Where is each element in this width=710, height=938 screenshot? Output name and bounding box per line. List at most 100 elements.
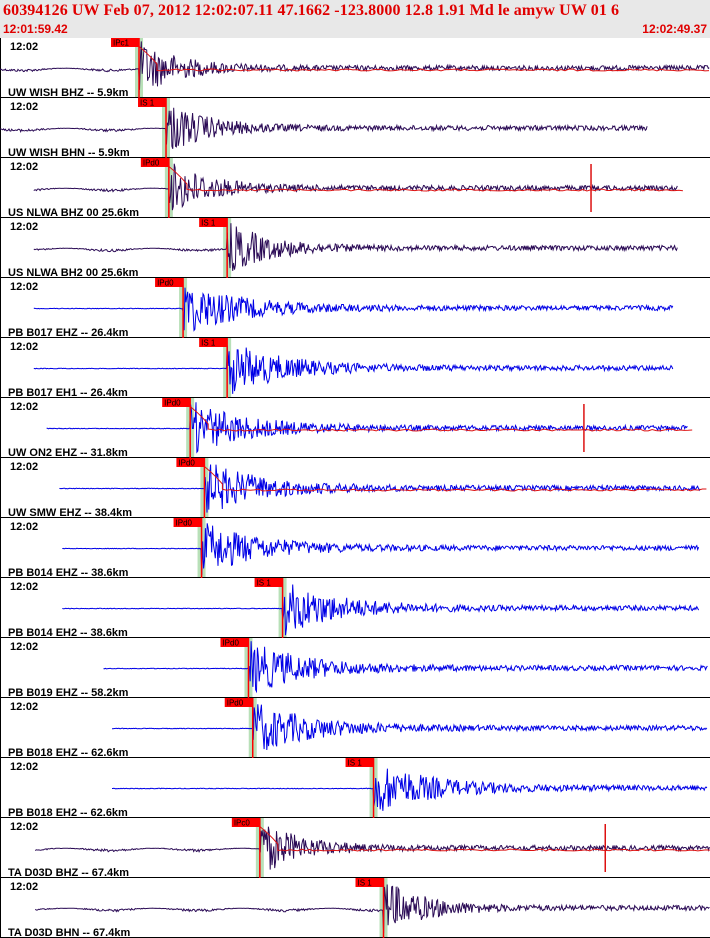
trace-panel: IPc1 12:02 UW WISH BHZ -- 5.9km [0, 38, 710, 99]
trace-panel: IPd0 12:02 US NLWA BHZ 00 25.6km [0, 158, 710, 219]
pick-label: IS 1 [201, 219, 216, 228]
window-start-time: 12:01:59.42 [3, 22, 68, 36]
station-label: UW WISH BHZ -- 5.9km [8, 87, 129, 99]
pick-box [254, 578, 283, 587]
waveform-trace [0, 107, 648, 149]
panel-time-label: 12:02 [10, 341, 38, 353]
pick-label: IPd0 [222, 639, 239, 648]
station-label: UW WISH BHN -- 5.9km [8, 147, 130, 159]
panel-time-label: 12:02 [10, 521, 38, 533]
station-label: US NLWA BH2 00 25.6km [8, 267, 139, 279]
trace-panel: IPd0 12:02 PB B019 EHZ -- 58.2km [0, 638, 710, 699]
station-label: PB B018 EHZ -- 62.6km [8, 747, 129, 759]
waveform-trace [33, 163, 678, 211]
panel-time-label: 12:02 [10, 101, 38, 113]
synthetic-trace [253, 821, 710, 852]
waveform-trace [59, 464, 701, 513]
waveform-trace [33, 287, 674, 332]
pick-box [199, 218, 228, 227]
panel-time-label: 12:02 [10, 401, 38, 413]
trace-panel: IPd0 12:02 PB B014 EHZ -- 38.6km [0, 518, 710, 579]
pick-label: IPd0 [176, 519, 193, 528]
station-label: PB B014 EH2 -- 38.6km [8, 627, 128, 639]
waveform-trace [62, 584, 700, 636]
waveform-trace [34, 884, 710, 934]
trace-panel: IPc0 12:02 TA D03D BHZ -- 67.4km [0, 818, 710, 879]
panel-time-label: 12:02 [10, 581, 38, 593]
station-label: PB B017 EHZ -- 26.4km [8, 327, 129, 339]
panel-time-label: 12:02 [10, 821, 38, 833]
pick-box [345, 758, 374, 767]
panel-time-label: 12:02 [10, 41, 38, 53]
trace-panel: IS 1 12:02 PB B017 EH1 -- 26.4km [0, 338, 710, 399]
trace-panel: IS 1 12:02 TA D03D BHN -- 67.4km [0, 878, 710, 938]
pick-box [199, 338, 228, 347]
waveform-trace [103, 641, 708, 694]
waveform-trace [112, 768, 708, 811]
station-label: UW ON2 EHZ -- 31.8km [8, 447, 128, 459]
panel-time-label: 12:02 [10, 881, 38, 893]
pick-label: IS 1 [348, 759, 363, 768]
pick-label: IPd0 [143, 159, 160, 168]
waveform-trace [46, 402, 688, 454]
trace-panel: IS 1 12:02 PB B014 EH2 -- 38.6km [0, 578, 710, 639]
station-label: PB B019 EHZ -- 58.2km [8, 687, 129, 699]
waveform-trace [0, 41, 710, 90]
panel-time-label: 12:02 [10, 221, 38, 233]
synthetic-trace [162, 161, 683, 192]
window-end-time: 12:02:49.37 [642, 22, 707, 36]
panel-time-label: 12:02 [10, 461, 38, 473]
pick-label: IPc0 [234, 819, 251, 828]
station-label: US NLWA BHZ 00 25.6km [8, 207, 139, 219]
pick-box [220, 638, 249, 647]
trace-panel: IPd0 12:02 PB B018 EHZ -- 62.6km [0, 698, 710, 759]
pick-box [155, 278, 184, 287]
station-label: UW SMW EHZ -- 38.4km [8, 507, 132, 519]
panel-time-label: 12:02 [10, 761, 38, 773]
trace-panel: IPd0 12:02 UW SMW EHZ -- 38.4km [0, 458, 710, 519]
pick-label: IS 1 [201, 339, 216, 348]
station-label: PB B014 EHZ -- 38.6km [8, 567, 129, 579]
pick-box [138, 98, 167, 107]
station-label: TA D03D BHN -- 67.4km [8, 927, 130, 938]
pick-box [140, 158, 169, 167]
event-header: 60394126 UW Feb 07, 2012 12:02:07.11 47.… [0, 0, 710, 38]
pick-box [176, 458, 205, 467]
waveform-trace [62, 523, 700, 576]
synthetic-trace [198, 461, 707, 492]
pick-box [162, 398, 191, 407]
panel-time-label: 12:02 [10, 701, 38, 713]
synthetic-trace [183, 401, 693, 432]
pick-label: IPc1 [113, 39, 130, 48]
pick-box [173, 518, 202, 527]
pick-box [231, 818, 260, 827]
waveform-trace [34, 826, 710, 870]
pick-box [355, 878, 384, 887]
pick-label: IS 1 [257, 579, 272, 588]
pick-box [111, 38, 140, 47]
waveform-trace [33, 223, 678, 271]
pick-label: IPd0 [227, 699, 244, 708]
event-title: 60394126 UW Feb 07, 2012 12:02:07.11 47.… [3, 2, 620, 19]
station-label: TA D03D BHZ -- 67.4km [8, 867, 129, 879]
seismogram-plot: IPc1 12:02 UW WISH BHZ -- 5.9km IS 1 12:02 UW… [0, 38, 710, 938]
trace-panel: IS 1 12:02 PB B018 EH2 -- 62.6km [0, 758, 710, 819]
trace-panel: IS 1 12:02 US NLWA BH2 00 25.6km [0, 218, 710, 279]
trace-panel: IS 1 12:02 UW WISH BHN -- 5.9km [0, 98, 710, 159]
waveform-trace [112, 704, 708, 751]
panel-time-label: 12:02 [10, 281, 38, 293]
panel-time-label: 12:02 [10, 161, 38, 173]
pick-label: IS 1 [140, 99, 155, 108]
synthetic-trace [132, 41, 710, 72]
panel-time-label: 12:02 [10, 641, 38, 653]
station-label: PB B018 EH2 -- 62.6km [8, 807, 128, 819]
trace-panel: IPd0 12:02 UW ON2 EHZ -- 31.8km [0, 398, 710, 459]
pick-label: IPd0 [164, 399, 181, 408]
pick-label: IS 1 [357, 879, 372, 888]
pick-box [224, 698, 253, 707]
station-label: PB B017 EH1 -- 26.4km [8, 387, 128, 399]
pick-label: IPd0 [157, 279, 174, 288]
trace-panel: IPd0 12:02 PB B017 EHZ -- 26.4km [0, 278, 710, 339]
pick-label: IPd0 [178, 459, 195, 468]
waveform-trace [33, 345, 674, 394]
